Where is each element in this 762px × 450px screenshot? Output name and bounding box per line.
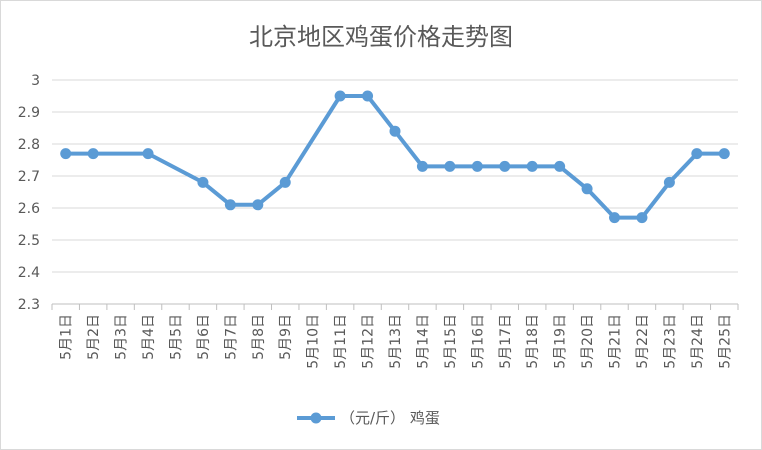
y-axis-ticks: 2.3 2.4 2.5 2.6 2.7 2.8 2.9 3 <box>18 73 40 313</box>
data-point <box>334 90 346 102</box>
data-point <box>87 148 99 160</box>
data-point <box>279 176 291 188</box>
x-tick-label: 5月17日 <box>498 314 514 369</box>
y-tick-label: 2.4 <box>18 265 40 281</box>
series-line <box>63 94 727 220</box>
data-point <box>554 160 566 172</box>
x-tick-label: 5月10日 <box>306 314 322 369</box>
legend-label: （元/斤） 鸡蛋 <box>340 409 440 427</box>
data-point <box>581 183 593 195</box>
gridlines <box>52 79 738 273</box>
x-tick-label: 5月7日 <box>223 314 239 360</box>
y-tick-label: 2.6 <box>18 201 40 217</box>
y-tick-label: 2.9 <box>18 105 40 121</box>
data-point <box>609 212 621 224</box>
data-point <box>60 148 72 160</box>
y-tick-label: 2.3 <box>18 297 40 313</box>
data-point <box>362 90 374 102</box>
x-tick-label: 5月24日 <box>690 314 706 369</box>
y-tick-label: 2.8 <box>18 137 40 153</box>
data-point <box>197 176 209 188</box>
series-layer <box>60 90 730 224</box>
data-point <box>416 160 428 172</box>
x-tick-label: 5月6日 <box>196 314 212 360</box>
data-point <box>526 160 538 172</box>
x-tick-label: 5月13日 <box>388 314 404 369</box>
x-tick-label: 5月22日 <box>635 314 651 369</box>
data-point <box>718 148 730 160</box>
data-point <box>691 148 703 160</box>
data-point <box>663 176 675 188</box>
data-point <box>252 199 264 211</box>
y-tick-label: 2.5 <box>18 233 40 249</box>
data-point <box>636 212 648 224</box>
x-tick-label: 5月3日 <box>114 314 130 360</box>
data-point <box>224 199 236 211</box>
x-tick-label: 5月11日 <box>333 314 349 369</box>
chart-title: 北京地区鸡蛋价格走势图 <box>249 23 513 51</box>
x-tick-label: 5月4日 <box>141 314 157 360</box>
y-tick-label: 3 <box>31 73 40 89</box>
x-tick-label: 5月19日 <box>553 314 569 369</box>
x-tick-label: 5月2日 <box>86 314 102 360</box>
x-tick-label: 5月23日 <box>662 314 678 369</box>
legend-dot-marker <box>310 412 322 424</box>
y-tick-label: 2.7 <box>18 169 40 185</box>
x-tick-label: 5月20日 <box>580 314 596 369</box>
data-point <box>142 148 154 160</box>
x-tick-label: 5月12日 <box>361 314 377 369</box>
data-point <box>444 160 456 172</box>
x-tick-label: 5月1日 <box>59 314 75 360</box>
x-tick-label: 5月18日 <box>525 314 541 369</box>
x-tick-label: 5月8日 <box>251 314 267 360</box>
x-tick-label: 5月16日 <box>470 314 486 369</box>
x-tick-label: 5月15日 <box>443 314 459 369</box>
x-axis-ticks: 5月1日 5月2日 5月3日 5月4日 5月5日 5月6日 5月7日 5月8日 5月9日 5月10… <box>59 314 734 369</box>
data-point <box>471 160 483 172</box>
data-point <box>499 160 511 172</box>
data-point <box>389 125 401 137</box>
x-axis <box>51 303 739 310</box>
x-tick-label: 5月9日 <box>278 314 294 360</box>
legend: （元/斤） 鸡蛋 <box>297 409 440 427</box>
x-tick-label: 5月25日 <box>717 314 733 369</box>
x-tick-label: 5月14日 <box>415 314 431 369</box>
x-tick-label: 5月21日 <box>608 314 624 369</box>
x-tick-label: 5月5日 <box>168 314 184 360</box>
